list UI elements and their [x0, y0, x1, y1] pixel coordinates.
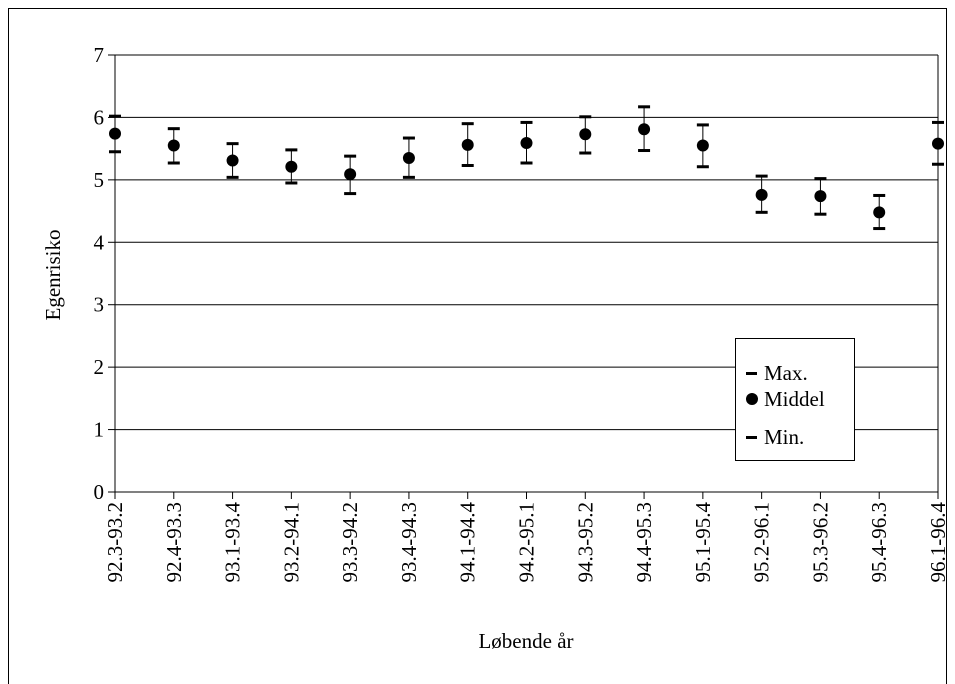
legend-middel-dot-icon	[746, 393, 758, 405]
min-marker	[109, 150, 121, 154]
max-marker	[696, 123, 709, 127]
middel-marker	[873, 206, 886, 219]
max-marker	[344, 154, 357, 158]
x-tick-label: 95.3-96.2	[808, 502, 832, 583]
data-marks	[109, 105, 944, 231]
y-tick-label: 4	[94, 230, 105, 254]
max-marker	[109, 114, 121, 118]
middel-marker	[814, 190, 827, 203]
middel-marker	[167, 139, 180, 152]
max-marker	[167, 127, 180, 131]
y-tick-label: 1	[94, 418, 105, 442]
max-marker	[814, 177, 827, 181]
min-marker	[520, 161, 533, 165]
x-tick-label: 92.4-93.3	[162, 502, 186, 583]
y-tick-label: 3	[94, 293, 105, 317]
min-marker	[814, 212, 827, 216]
x-tick-label: 92.3-93.2	[103, 502, 127, 583]
x-tick-label: 94.4-95.3	[632, 502, 656, 583]
min-marker	[932, 162, 944, 166]
x-tick-label: 93.2-94.1	[279, 502, 303, 583]
x-tick-label: 95.4-96.3	[867, 502, 891, 583]
y-tick-labels: 0 1 2 3 4 5 6 7	[94, 43, 105, 504]
middel-marker	[638, 123, 651, 136]
middel-marker	[696, 139, 709, 152]
max-marker	[873, 193, 886, 197]
min-marker	[226, 175, 239, 179]
min-marker	[461, 163, 474, 167]
y-tick-label: 7	[94, 43, 105, 67]
legend-label-middel: Middel	[764, 387, 825, 411]
x-tick-label: 94.1-94.4	[456, 502, 480, 583]
max-marker	[755, 174, 768, 178]
x-tick-label: 94.2-95.1	[515, 502, 539, 583]
x-tick-label: 93.1-93.4	[221, 502, 245, 583]
legend: Max. Middel Min.	[735, 338, 855, 461]
legend-min-dash-icon	[746, 436, 757, 439]
x-tick-labels: 92.3-93.2 92.4-93.3 93.1-93.4 93.2-94.1 93.3…	[103, 502, 950, 583]
legend-label-max: Max.	[764, 361, 808, 385]
x-tick-label: 96.1-96.4	[926, 502, 950, 583]
max-marker	[638, 105, 651, 109]
x-tick-label: 95.1-95.4	[691, 502, 715, 583]
max-marker	[402, 136, 415, 140]
x-tick-label: 94.3-95.2	[573, 502, 597, 583]
min-marker	[873, 227, 886, 231]
y-tick-label: 2	[94, 355, 105, 379]
middel-marker	[402, 152, 415, 165]
middel-marker	[932, 137, 944, 150]
max-marker	[226, 142, 239, 146]
y-tick-label: 0	[94, 480, 105, 504]
legend-max-dash-icon	[746, 372, 757, 375]
max-marker	[520, 120, 533, 124]
min-marker	[638, 149, 651, 153]
min-marker	[755, 210, 768, 214]
middel-marker	[344, 168, 357, 181]
x-axis-title: Løbende år	[478, 629, 573, 653]
max-marker	[579, 115, 592, 119]
min-marker	[402, 175, 415, 179]
x-tick-label: 93.4-94.3	[397, 502, 421, 583]
x-tick-label: 93.3-94.2	[338, 502, 362, 583]
y-axis-title: Egenrisiko	[41, 230, 65, 321]
middel-marker	[109, 127, 121, 140]
min-marker	[696, 165, 709, 169]
middel-marker	[461, 138, 474, 151]
middel-marker	[285, 160, 298, 173]
min-marker	[167, 161, 180, 165]
middel-marker	[755, 188, 768, 201]
legend-label-min: Min.	[764, 425, 804, 449]
max-marker	[461, 122, 474, 126]
min-marker	[579, 151, 592, 155]
max-marker	[932, 120, 944, 124]
min-marker	[344, 192, 357, 196]
max-marker	[285, 148, 298, 152]
y-tick-label: 6	[94, 105, 105, 129]
middel-marker	[520, 137, 533, 150]
y-tick-label: 5	[94, 168, 105, 192]
middel-marker	[226, 154, 239, 167]
x-tick-label: 95.2-96.1	[750, 502, 774, 583]
min-marker	[285, 181, 298, 185]
middel-marker	[579, 128, 592, 141]
